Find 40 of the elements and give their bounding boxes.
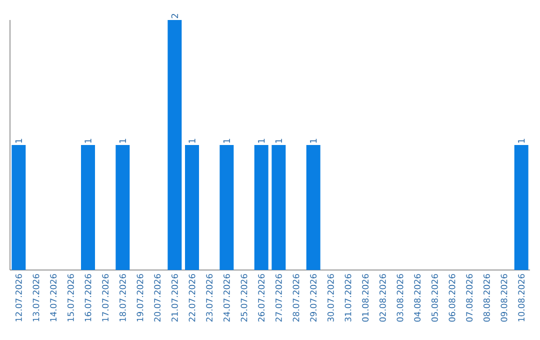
- data-label: 1: [258, 138, 265, 143]
- x-tick-label: 16.07.2026: [84, 274, 92, 322]
- x-tick-label: 17.07.2026: [102, 274, 109, 322]
- data-label: 1: [188, 138, 196, 143]
- x-tick-label: 09.08.2026: [500, 274, 508, 322]
- x-tick-label: 04.08.2026: [414, 274, 421, 322]
- x-tick-label: 03.08.2026: [396, 274, 404, 322]
- x-tick-label: 27.07.2026: [275, 274, 282, 322]
- x-tick-label: 10.08.2026: [518, 274, 525, 322]
- data-label: 1: [84, 138, 92, 143]
- x-tick-label: 21.07.2026: [171, 274, 178, 322]
- x-tick-label: 02.08.2026: [379, 274, 386, 322]
- x-tick-label: 19.07.2026: [136, 274, 144, 322]
- x-tick-label: 15.07.2026: [67, 274, 74, 322]
- data-label: 1: [119, 138, 126, 143]
- x-tick-label: 13.07.2026: [32, 274, 40, 322]
- data-label: 1: [310, 138, 317, 143]
- x-tick-label: 29.07.2026: [310, 274, 317, 322]
- x-tick-label: 23.07.2026: [206, 274, 213, 322]
- x-tick-label: 01.08.2026: [362, 274, 369, 322]
- x-tick-label: 28.07.2026: [292, 274, 300, 322]
- x-tick-label: 07.08.2026: [466, 274, 473, 322]
- x-tick-label: 24.07.2026: [223, 274, 230, 322]
- x-tick-label: 18.07.2026: [119, 274, 126, 322]
- x-tick-label: 26.07.2026: [258, 274, 265, 322]
- x-tick-label: 12.07.2026: [15, 274, 22, 322]
- x-tick-label: 14.07.2026: [50, 274, 57, 322]
- x-tick-label: 20.07.2026: [154, 274, 161, 322]
- x-tick-label: 31.07.2026: [344, 274, 352, 322]
- x-tick-label: 05.08.2026: [431, 274, 438, 322]
- x-tick-label: 30.07.2026: [327, 274, 334, 322]
- x-tick-label: 06.08.2026: [448, 274, 456, 322]
- data-label: 2: [171, 14, 178, 18]
- data-label: 1: [518, 138, 525, 143]
- data-label: 1: [275, 138, 282, 143]
- data-label: 1: [15, 138, 22, 143]
- x-tick-label: 22.07.2026: [188, 274, 196, 322]
- x-tick-label: 08.08.2026: [483, 274, 490, 322]
- x-tick-label: 25.07.2026: [240, 274, 248, 322]
- data-label: 1: [223, 138, 230, 143]
